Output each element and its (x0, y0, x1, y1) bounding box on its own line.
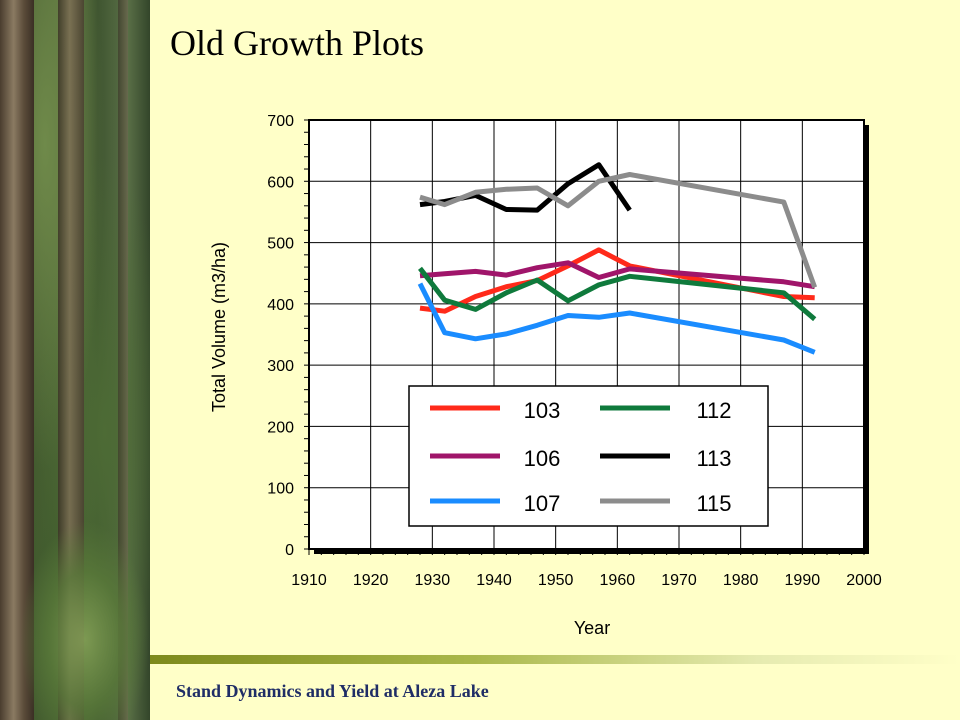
y-tick-label: 200 (267, 419, 294, 436)
y-tick-label: 700 (267, 113, 294, 130)
y-tick-label: 600 (267, 174, 294, 191)
legend: 103 106 107 112 113 115 (408, 385, 769, 527)
x-tick-label: 2000 (846, 572, 882, 589)
x-axis-label: Year (574, 618, 610, 638)
y-tick-label: 500 (267, 236, 294, 253)
y-tick-label: 300 (267, 358, 294, 375)
y-tick-label: 100 (267, 481, 294, 498)
slide-footer: Stand Dynamics and Yield at Aleza Lake (176, 681, 489, 701)
x-tick-label: 1940 (476, 572, 512, 589)
x-tick-label: 1960 (600, 572, 636, 589)
legend-label-103: 103 (524, 398, 561, 423)
series-line-106 (419, 260, 816, 290)
x-tick-label: 1910 (291, 572, 327, 589)
y-tick-label: 0 (285, 542, 294, 559)
footer-divider (150, 655, 960, 664)
legend-label-107: 107 (524, 491, 561, 516)
legend-label-112: 112 (696, 398, 731, 423)
x-tick-label: 1970 (661, 572, 697, 589)
x-tick-label: 1990 (785, 572, 821, 589)
legend-label-106: 106 (524, 446, 561, 471)
x-tick-label: 1980 (723, 572, 759, 589)
x-tick-label: 1920 (353, 572, 389, 589)
y-axis-label: Total Volume (m3/ha) (209, 242, 229, 412)
x-tick-label: 1930 (415, 572, 451, 589)
fern-foliage-image (20, 520, 150, 720)
forest-photo-strip (0, 0, 150, 720)
y-tick-label: 400 (267, 297, 294, 314)
tree-trunk-image (118, 0, 128, 720)
x-tick-label: 1950 (538, 572, 574, 589)
legend-label-115: 115 (696, 491, 731, 516)
legend-label-113: 113 (696, 446, 731, 471)
series-line-107 (417, 282, 816, 355)
series-line-115 (419, 172, 818, 289)
series-line-112 (418, 266, 817, 322)
slide-title: Old Growth Plots (170, 23, 425, 63)
